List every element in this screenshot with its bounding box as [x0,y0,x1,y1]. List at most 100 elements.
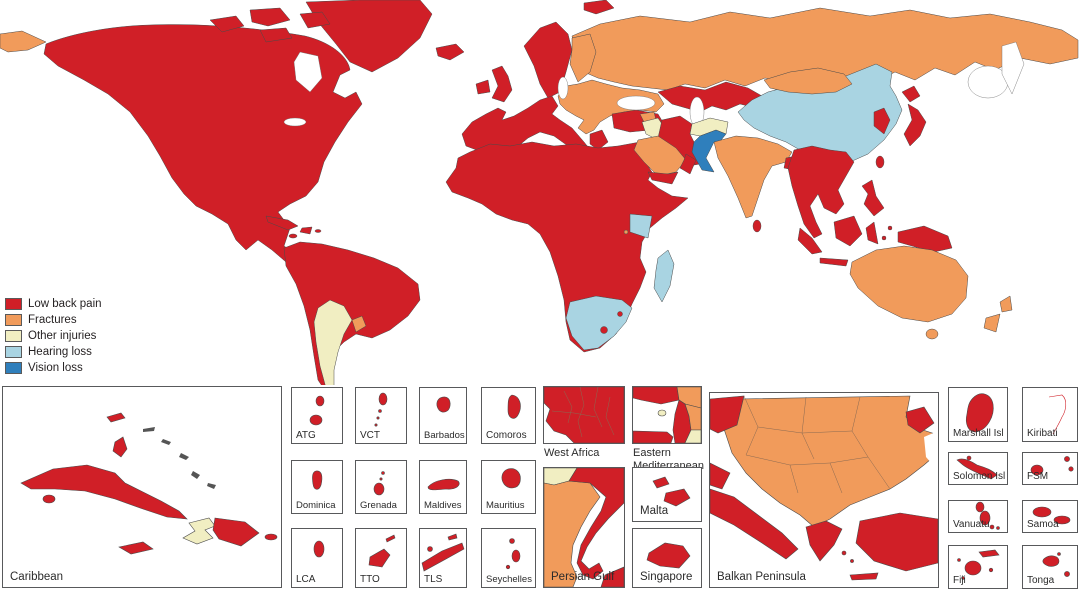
region-australia [849,245,969,323]
island [1064,456,1070,462]
region-oman [679,153,697,175]
seychelles-map [505,538,521,570]
legend-label: Fractures [28,313,77,326]
eastern-mediterranean-map [633,387,701,443]
inset-label-comoros: Comoros [486,430,527,441]
region-kenya [629,213,653,239]
legend-item-low-back-pain: Low back pain [5,297,102,310]
island [378,392,388,406]
malta-island [663,488,691,507]
inset-label-fsm: FSM [1027,471,1049,482]
inset-singapore: Singapore [632,528,702,588]
island [447,533,458,541]
island [1053,515,1071,525]
west-africa-map [544,387,624,443]
region-japan-main [903,103,927,147]
region-cuba [265,215,299,231]
map-legend: Low back pain Fractures Other injuries H… [5,297,102,377]
inset-label-balkan-peninsula: Balkan Peninsula [717,571,806,583]
marshall-map [965,393,994,433]
legend-label: Vision loss [28,361,83,374]
region-chukotka-wrap [0,30,47,53]
inset-lca: LCA [291,528,343,588]
gozo [652,476,670,489]
island [965,393,994,433]
black-sea-white [924,431,938,471]
vanuatu-map [975,501,1000,530]
region-japan-north [901,85,921,103]
puerto-rico-inset [264,533,278,541]
inset-kiribati: Kiribati [1022,387,1078,442]
island [373,482,385,496]
inset-label-seychelles: Seychelles [486,574,532,585]
island [436,396,451,413]
legend-item-fractures: Fractures [5,313,102,326]
island [368,548,391,568]
egypt-corner [633,430,674,443]
inset-label-tls: TLS [424,574,443,585]
solomon-map [956,455,998,480]
inset-label-caribbean: Caribbean [10,571,64,583]
region-arctic-island-2 [299,11,331,29]
region-eswatini [617,311,623,317]
inset-label-marshall-isl: Marshall Isl [953,428,1004,439]
island [315,395,325,407]
inset-label-fiji: Fiji [953,575,966,586]
island [1064,571,1070,577]
region-jamaica [288,233,298,239]
region-africa [445,141,689,353]
island [1048,394,1067,435]
inset-comoros: Comoros [481,387,536,444]
tto-map [368,534,396,568]
island [964,560,982,576]
region-uk [491,65,513,103]
balkan-orange-mass [723,395,938,528]
legend-swatch-fractures [5,313,22,326]
region-sri-lanka [752,219,762,233]
legend-swatch-low-back-pain [5,297,22,310]
island [309,414,323,426]
island [1032,506,1052,518]
region-saudi-arabia [633,135,687,177]
legend-item-hearing-loss: Hearing loss [5,345,102,358]
legend-label: Hearing loss [28,345,92,358]
internal-borders [743,395,891,494]
atg-map [309,395,325,426]
inset-persian-gulf: Persian Gulf [543,467,625,588]
island [505,564,511,570]
aegean-island [841,550,847,556]
legend-label: Other injuries [28,329,97,342]
lca-map [313,540,325,558]
inset-vanuatu: Vanuatu [948,500,1008,533]
inset-seychelles: Seychelles [481,528,536,588]
inset-label-solomon-isl: Solomon Isl [953,471,1006,482]
island [385,534,396,543]
region-kamchatka [1001,41,1025,95]
inset-malta: Malta [632,467,702,522]
region-south-africa [565,295,633,351]
dominica-map [312,470,323,490]
jamaica [118,541,154,555]
inset-label-tonga: Tonga [1027,575,1055,586]
inset-eastern-mediterranean: Eastern Mediterranean [632,386,704,472]
island [427,546,433,552]
italy-red [710,462,799,560]
inset-fsm: FSM [1022,452,1078,485]
barbados-map [436,396,451,413]
region-russia [571,7,1079,91]
inset-label-persian-gulf: Persian Gulf [551,571,615,583]
region-maluku-1 [881,235,887,241]
bahamas-cays [143,427,216,489]
island [501,468,521,489]
baltic-sea [557,76,569,100]
island [379,477,383,481]
vct-map [374,392,388,427]
region-tasmania [925,328,939,340]
island [978,549,1000,558]
kiribati-map [1048,394,1067,435]
region-argentina [313,299,353,385]
legend-item-other-injuries: Other injuries [5,329,102,342]
island [378,409,382,413]
inset-balkan-peninsula: Balkan Peninsula [709,392,939,588]
